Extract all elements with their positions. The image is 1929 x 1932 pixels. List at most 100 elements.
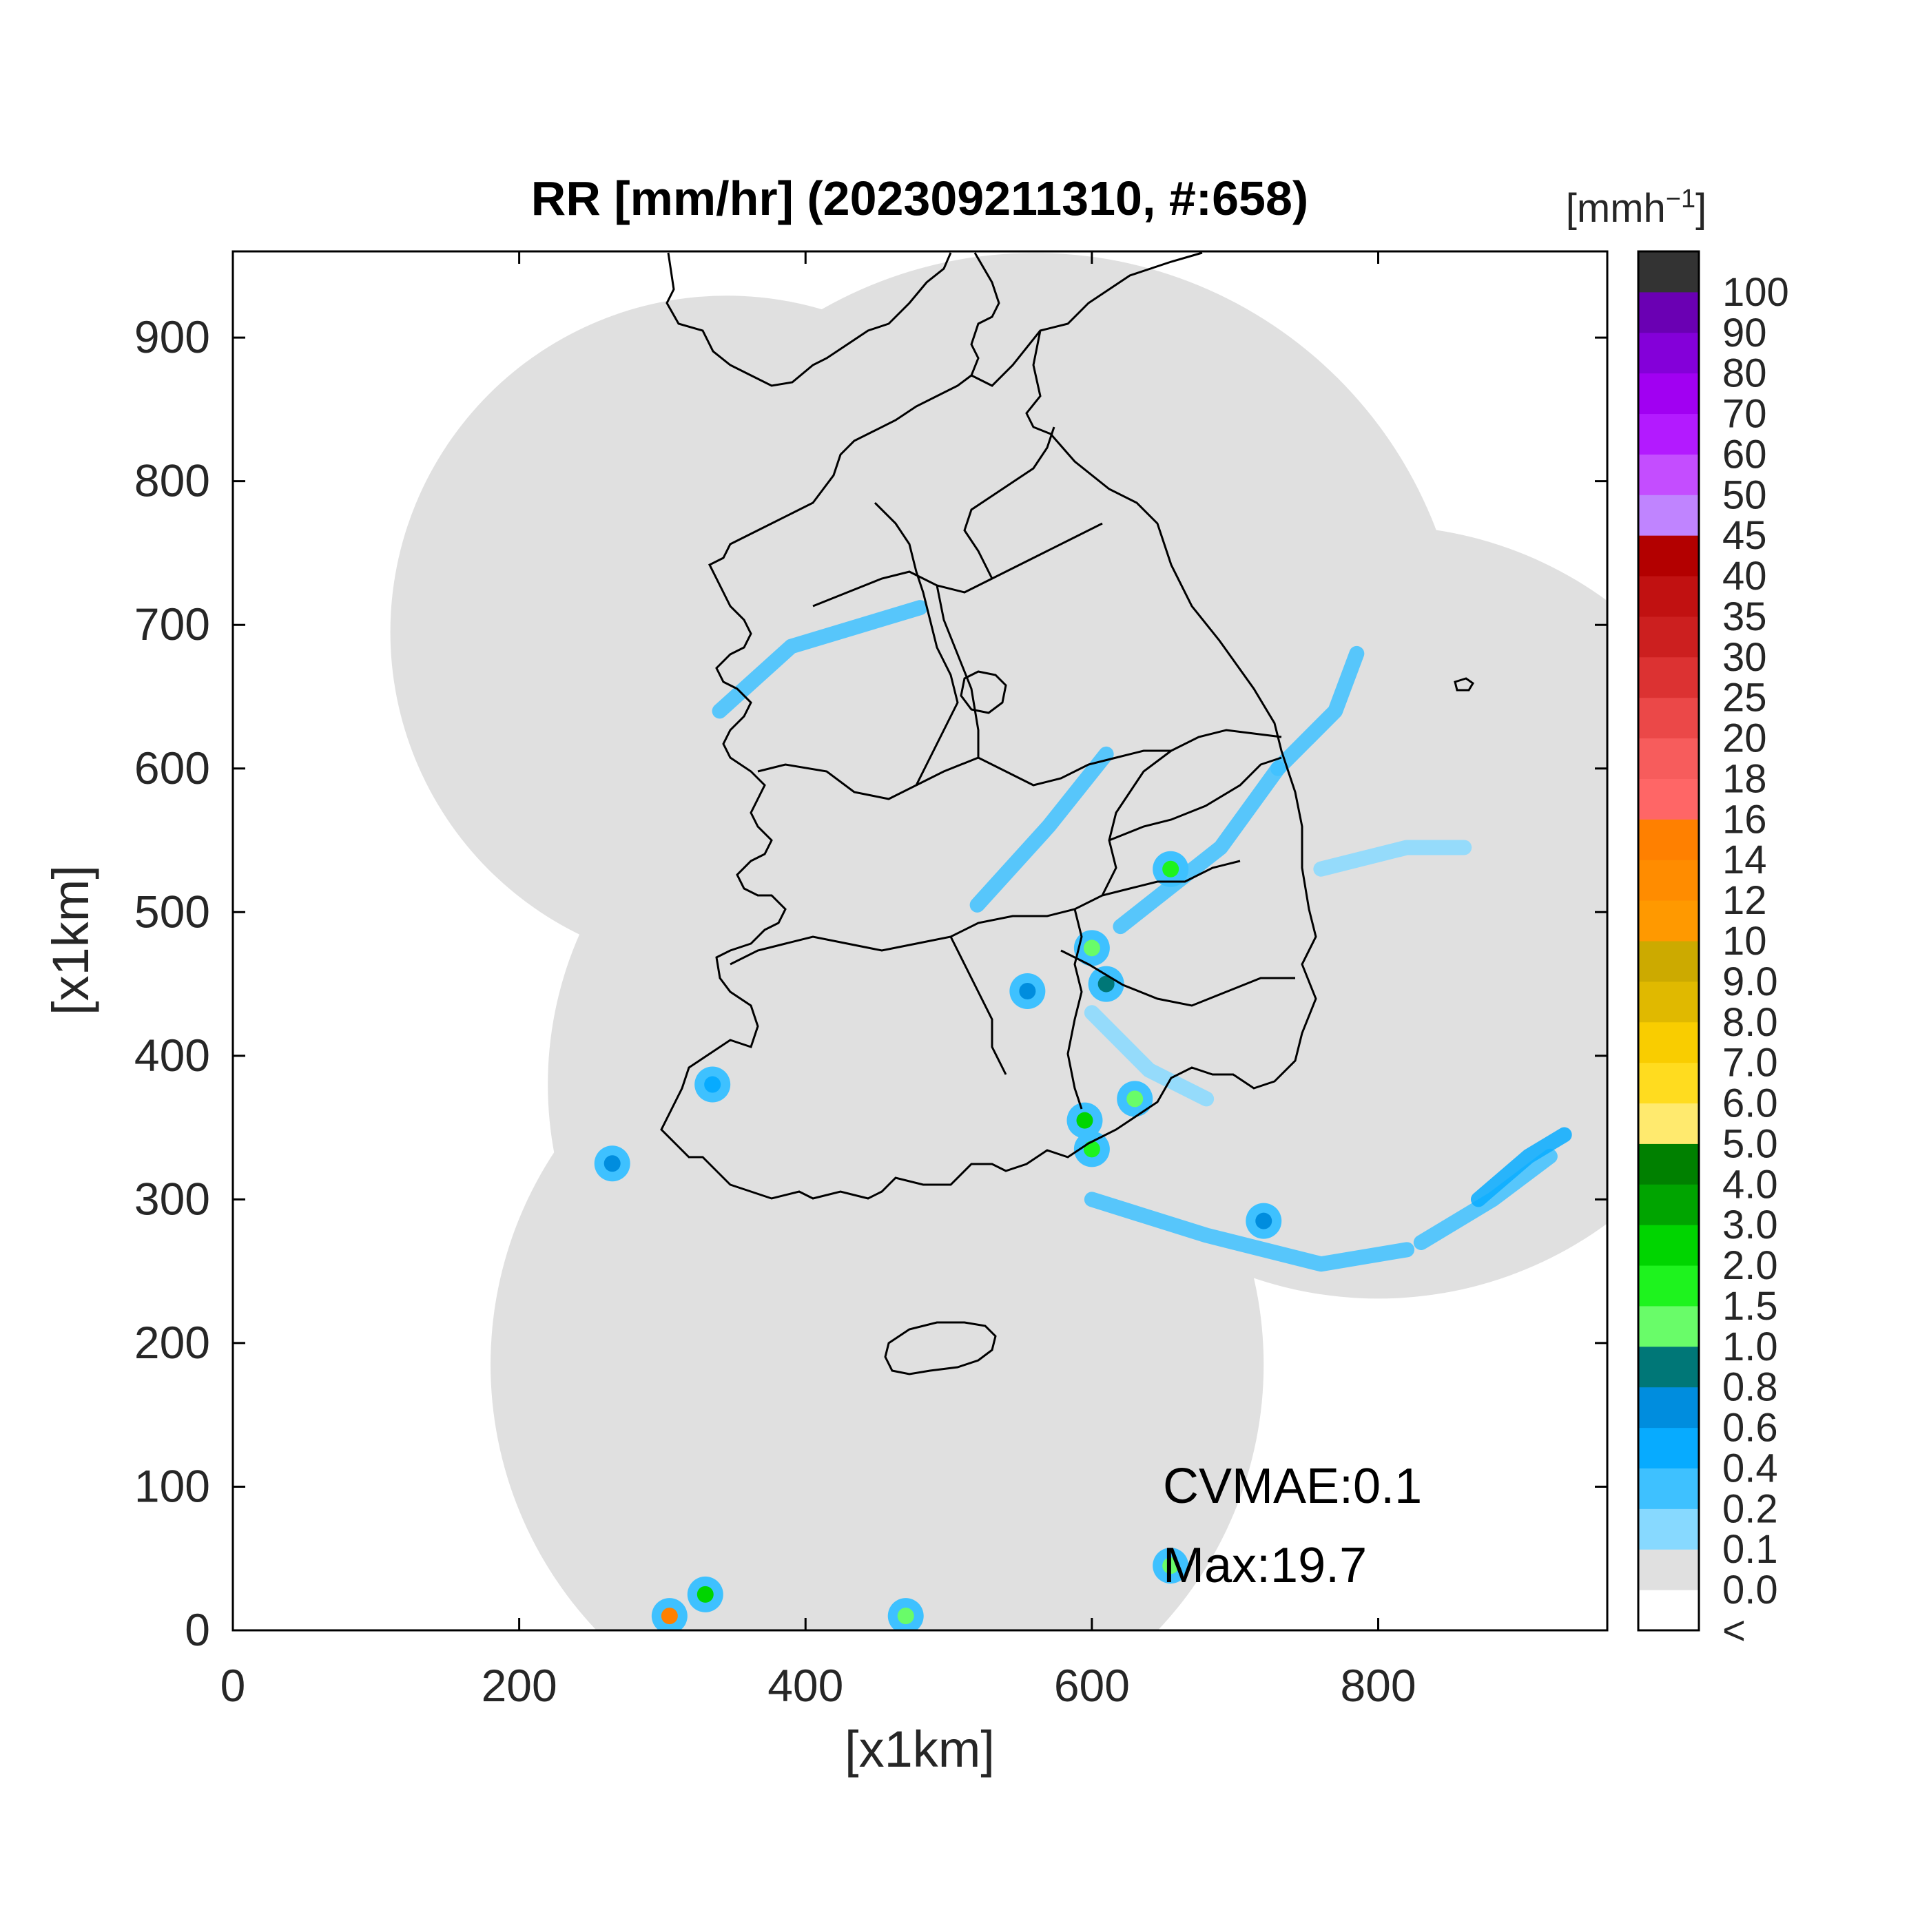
colorbar-swatch xyxy=(1638,495,1699,536)
colorbar-tick-label: 0.4 xyxy=(1722,1446,1778,1490)
seoul-boundary xyxy=(960,670,1007,714)
rain-cell-core xyxy=(1097,975,1115,993)
colorbar-swatch xyxy=(1638,1549,1699,1590)
colorbar-tick-label: 1.5 xyxy=(1722,1284,1778,1329)
colorbar-tick-label: 9.0 xyxy=(1722,959,1778,1004)
y-tick-label: 0 xyxy=(185,1604,210,1655)
colorbar-swatch xyxy=(1638,1305,1699,1347)
y-tick-label: 400 xyxy=(134,1030,210,1081)
rain-cell-core xyxy=(1255,1212,1272,1229)
colorbar-tick-label: 2.0 xyxy=(1722,1243,1778,1288)
y-tick-label: 800 xyxy=(134,455,210,506)
plot-area xyxy=(233,251,1607,1630)
colorbar: <0.00.10.20.40.60.81.01.52.03.04.05.06.0… xyxy=(1637,250,1789,1653)
jeju-island-coastline xyxy=(884,1321,997,1375)
colorbar-tick-label: 14 xyxy=(1722,838,1767,882)
colorbar-swatch xyxy=(1638,454,1699,495)
colorbar-tick-label: 80 xyxy=(1722,351,1767,396)
province-boundary xyxy=(1066,908,1083,1110)
colorbar-frame xyxy=(1637,250,1700,1632)
colorbar-swatch xyxy=(1638,941,1699,982)
colorbar-swatch xyxy=(1638,413,1699,455)
colorbar-swatch xyxy=(1638,1508,1699,1550)
korea-peninsula-coastline xyxy=(660,251,1317,1200)
rain-cell-core xyxy=(1019,982,1036,999)
rain-cell-layer xyxy=(594,851,1282,1630)
province-boundary xyxy=(730,860,1241,966)
province-boundary xyxy=(757,729,1282,800)
colorbar-swatch xyxy=(1638,1021,1699,1063)
cvmae-annotation: CVMAE:0.1 xyxy=(1163,1459,1422,1514)
province-boundary xyxy=(949,936,1007,1075)
x-tick-label: 400 xyxy=(767,1660,843,1711)
colorbar-tick-label: 8.0 xyxy=(1722,1000,1778,1045)
colorbar-swatch xyxy=(1638,291,1699,333)
y-axis-label: [x1km] xyxy=(42,865,99,1015)
colorbar-tick-label: 50 xyxy=(1722,472,1767,517)
colorbar-tick-label: 20 xyxy=(1722,716,1767,761)
colorbar-tick-label: 4.0 xyxy=(1722,1162,1778,1207)
rain-band xyxy=(1113,760,1286,935)
colorbar-unit-main: [mmh xyxy=(1566,186,1666,231)
colorbar-tick-label: 30 xyxy=(1722,635,1767,680)
radar-coverage-circle xyxy=(491,978,1264,1630)
colorbar-tick-label: 60 xyxy=(1722,432,1767,477)
colorbar-swatch xyxy=(1638,1062,1699,1104)
ulleung-island-coastline xyxy=(1454,677,1475,692)
rain-cell-core xyxy=(1162,1557,1179,1575)
colorbar-tick-label: 1.0 xyxy=(1722,1325,1778,1369)
colorbar-swatch xyxy=(1638,900,1699,942)
x-tick-label: 800 xyxy=(1340,1660,1416,1711)
colorbar-swatch xyxy=(1638,778,1699,820)
colorbar-tick-label: 100 xyxy=(1722,270,1789,315)
colorbar-swatch xyxy=(1638,1225,1699,1266)
colorbar-tick-label: 0.6 xyxy=(1722,1406,1778,1451)
colorbar-tick-label: 10 xyxy=(1722,919,1767,964)
y-tick-label: 600 xyxy=(134,742,210,793)
colorbar-tick-label: < xyxy=(1722,1608,1746,1653)
colorbar-tick-label: 0.2 xyxy=(1722,1486,1778,1531)
x-axis-label: [x1km] xyxy=(845,1721,995,1778)
colorbar-swatch xyxy=(1638,1346,1699,1388)
colorbar-swatch xyxy=(1638,332,1699,374)
colorbar-tick-label: 18 xyxy=(1722,756,1767,801)
rain-cell-core xyxy=(704,1076,721,1093)
province-boundary xyxy=(1108,756,1282,842)
colorbar-unit: [mmh−1] xyxy=(1566,185,1706,231)
colorbar-swatch xyxy=(1638,373,1699,415)
rain-band xyxy=(712,600,928,719)
colorbar-swatch xyxy=(1638,656,1699,698)
rain-band xyxy=(1270,645,1365,776)
colorbar-tick-label: 6.0 xyxy=(1722,1081,1778,1126)
colorbar-swatch xyxy=(1638,981,1699,1023)
colorbar-swatch xyxy=(1638,1468,1699,1509)
colorbar-swatch xyxy=(1638,1143,1699,1185)
max-annotation: Max:19.7 xyxy=(1163,1538,1367,1593)
rain-band xyxy=(1470,1127,1572,1207)
rain-cell-core xyxy=(1083,1141,1100,1158)
x-tick-label: 200 xyxy=(482,1660,557,1711)
colorbar-tick-label: 25 xyxy=(1722,676,1767,720)
colorbar-swatch xyxy=(1638,1103,1699,1144)
colorbar-swatch xyxy=(1638,1427,1699,1468)
colorbar-swatch xyxy=(1638,1265,1699,1307)
rain-cell-core xyxy=(697,1586,714,1603)
colorbar-tick-label: 7.0 xyxy=(1722,1041,1778,1086)
province-boundary xyxy=(963,426,1055,579)
colorbar-swatch xyxy=(1638,738,1699,779)
y-tick-label: 100 xyxy=(134,1460,210,1511)
colorbar-tick-label: 0.1 xyxy=(1722,1527,1778,1572)
colorbar-unit-close: ] xyxy=(1695,186,1706,231)
rain-band xyxy=(1084,1005,1215,1107)
province-boundary xyxy=(1101,749,1172,896)
y-axis-ticks: 0 100 200 300 400 500 600 700 800 900 xyxy=(134,311,1607,1655)
colorbar-swatch xyxy=(1638,860,1699,901)
y-tick-label: 900 xyxy=(134,311,210,362)
colorbar-tick-label: 70 xyxy=(1722,392,1767,437)
rain-band xyxy=(1413,1148,1558,1250)
plot-frame xyxy=(231,250,1609,1632)
colorbar-swatch xyxy=(1638,616,1699,658)
colorbar-swatch xyxy=(1638,819,1699,860)
x-axis-ticks: 0 200 400 600 800 xyxy=(220,251,1416,1711)
